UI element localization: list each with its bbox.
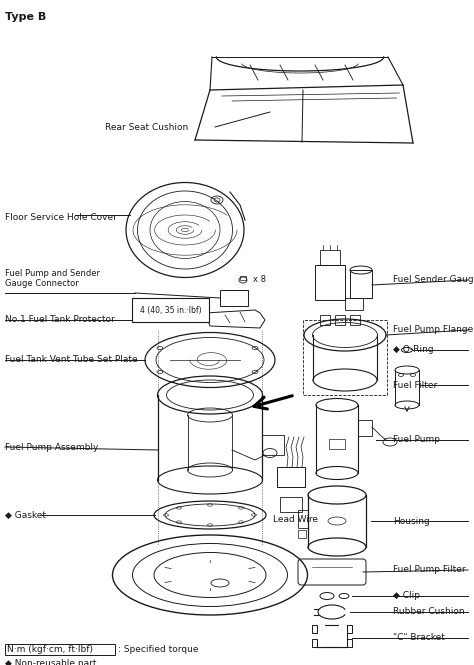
Text: Fuel Pump Assembly: Fuel Pump Assembly	[5, 442, 99, 452]
Bar	[220, 290, 248, 306]
Text: Rear Seat Cushion: Rear Seat Cushion	[105, 122, 188, 132]
Text: N·m (kgf·cm, ft·lbf): N·m (kgf·cm, ft·lbf)	[7, 646, 93, 654]
Bar	[317, 625, 347, 647]
Bar	[5, 644, 115, 655]
Text: Lead Wire: Lead Wire	[273, 515, 318, 525]
Text: Fuel Tank Vent Tube Set Plate: Fuel Tank Vent Tube Set Plate	[5, 356, 137, 364]
Bar	[312, 639, 317, 647]
Text: Fuel Sender Gauge: Fuel Sender Gauge	[393, 275, 474, 285]
Text: Fuel Filter: Fuel Filter	[393, 380, 437, 390]
Bar	[320, 250, 340, 265]
Text: 4 (40, 35 in.·lbf): 4 (40, 35 in.·lbf)	[140, 305, 201, 315]
Bar	[312, 625, 317, 633]
Text: Rubber Cushion: Rubber Cushion	[393, 608, 465, 616]
Text: ◆ Clip: ◆ Clip	[393, 591, 420, 600]
Bar	[277, 467, 305, 487]
Bar	[280, 497, 302, 512]
Bar	[298, 530, 306, 538]
Text: : Specified torque: : Specified torque	[118, 646, 199, 654]
Bar	[298, 510, 308, 528]
Bar	[339, 625, 347, 647]
Bar	[317, 625, 325, 647]
Bar	[345, 298, 363, 310]
Text: Floor Service Hole Cover: Floor Service Hole Cover	[5, 213, 117, 223]
Text: Fuel Pump Filter: Fuel Pump Filter	[393, 565, 465, 575]
Text: x 8: x 8	[253, 275, 266, 285]
Text: Fuel Pump: Fuel Pump	[393, 436, 440, 444]
Bar	[347, 639, 352, 647]
Bar	[262, 435, 284, 455]
Text: ◆ Gasket: ◆ Gasket	[5, 511, 46, 519]
Text: Housing: Housing	[393, 517, 430, 525]
Text: Fuel Pump and Sender
Gauge Connector: Fuel Pump and Sender Gauge Connector	[5, 269, 100, 288]
Bar	[315, 265, 345, 300]
Text: Type B: Type B	[5, 12, 46, 22]
Bar	[350, 315, 360, 325]
Text: ◆ Non-reusable part: ◆ Non-reusable part	[5, 658, 97, 665]
Text: Fuel Pump Flange: Fuel Pump Flange	[393, 325, 473, 334]
Bar	[358, 420, 372, 436]
Text: "C" Bracket: "C" Bracket	[393, 634, 445, 642]
Bar	[240, 276, 246, 280]
Bar	[329, 439, 345, 449]
Text: ◆ O-Ring: ◆ O-Ring	[393, 346, 434, 354]
Bar	[347, 625, 352, 633]
Bar	[350, 270, 372, 298]
Text: No.1 Fuel Tank Protector: No.1 Fuel Tank Protector	[5, 315, 115, 325]
Bar	[320, 315, 330, 325]
Bar	[335, 315, 345, 325]
